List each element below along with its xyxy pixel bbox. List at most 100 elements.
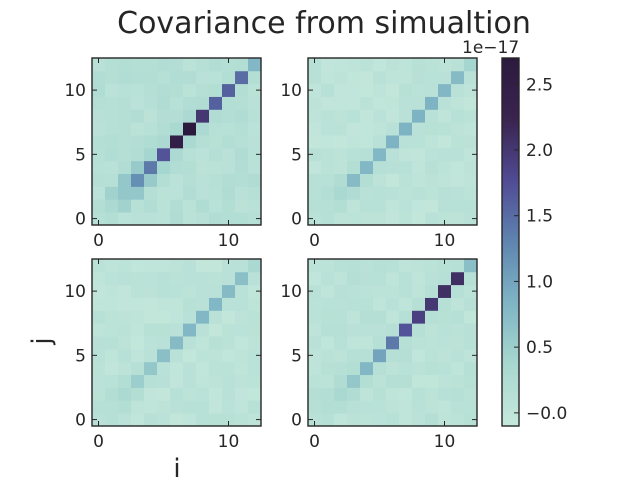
heatmap-panel-top-left: 0 10 0 5 10 <box>64 57 262 251</box>
heatmap-cell <box>386 413 400 427</box>
heatmap-cell <box>321 310 335 324</box>
heatmap-cell <box>360 323 374 337</box>
heatmap-cell <box>360 147 374 162</box>
heatmap-cell <box>347 374 361 388</box>
heatmap-cell <box>386 310 400 324</box>
heatmap-cell <box>235 374 249 388</box>
heatmap-cell <box>105 147 119 162</box>
heatmap-cell <box>373 122 387 136</box>
heatmap-cell <box>321 173 335 187</box>
heatmap-cell <box>321 212 335 226</box>
heatmap-cell <box>105 400 119 414</box>
heatmap-cell <box>438 387 452 401</box>
heatmap-cell <box>399 58 413 72</box>
heatmap-cell <box>321 96 335 110</box>
heatmap-cell <box>360 70 374 85</box>
heatmap-cell <box>438 361 452 376</box>
heatmap-cell <box>451 83 465 97</box>
heatmap-cell <box>451 160 465 175</box>
heatmap-cell <box>412 413 426 427</box>
heatmap-cell <box>157 96 171 110</box>
heatmap-cell <box>183 212 197 226</box>
heatmap-cell <box>425 122 439 136</box>
heatmap-cell <box>373 387 387 401</box>
x-tick-label: 10 <box>218 432 240 452</box>
heatmap-cell <box>334 271 348 286</box>
heatmap-cell <box>196 212 210 226</box>
heatmap-cell <box>92 374 106 388</box>
heatmap-cell <box>425 83 439 97</box>
heatmap-cell <box>157 271 171 286</box>
heatmap-cell <box>399 348 413 363</box>
heatmap-cell <box>235 83 249 97</box>
heatmap-cell <box>92 259 106 273</box>
heatmap-cell <box>334 109 348 123</box>
heatmap-cell <box>399 135 413 149</box>
heatmap-cell <box>118 259 132 273</box>
heatmap-cell <box>222 310 236 324</box>
heatmap-cell <box>373 199 387 213</box>
heatmap-cell <box>235 413 249 427</box>
heatmap-cell <box>118 109 132 123</box>
heatmap-cell <box>451 259 465 273</box>
heatmap-cell <box>399 361 413 376</box>
heatmap-cell <box>144 83 158 97</box>
heatmap-cell <box>412 186 426 200</box>
heatmap-cell <box>308 70 322 85</box>
heatmap-cell <box>248 374 262 388</box>
heatmap-cell <box>209 96 223 110</box>
heatmap-cell <box>399 83 413 97</box>
heatmap-cell <box>399 374 413 388</box>
heatmap-cell <box>438 374 452 388</box>
heatmap-cell <box>235 96 249 110</box>
heatmap-cell <box>412 109 426 123</box>
heatmap-cell <box>399 147 413 162</box>
heatmap-cell <box>248 212 262 226</box>
heatmap-cell <box>308 160 322 175</box>
heatmap-cell <box>438 147 452 162</box>
heatmap-cell <box>196 284 210 298</box>
heatmap-cell <box>144 212 158 226</box>
heatmap-cell <box>334 212 348 226</box>
heatmap-cell <box>118 58 132 72</box>
heatmap-cell <box>170 310 184 324</box>
heatmap-cell <box>321 297 335 311</box>
heatmap-cell <box>157 336 171 350</box>
heatmap-cell <box>321 413 335 427</box>
heatmap-cell <box>321 387 335 401</box>
heatmap-cell <box>308 212 322 226</box>
x-tick-label: 0 <box>309 432 320 452</box>
heatmap-cell <box>321 186 335 200</box>
heatmap-cell <box>105 259 119 273</box>
colorbar-tick-label: 0.5 <box>526 338 553 358</box>
heatmap-cell <box>209 58 223 72</box>
heatmap-cell <box>157 160 171 175</box>
heatmap-cell <box>196 348 210 363</box>
heatmap-cell <box>386 271 400 286</box>
heatmap-cell <box>157 70 171 85</box>
heatmap-cell <box>399 122 413 136</box>
heatmap-cell <box>412 284 426 298</box>
heatmap-cell <box>347 323 361 337</box>
y-tick-label: 0 <box>75 210 86 230</box>
heatmap-cell <box>196 96 210 110</box>
heatmap-cell <box>248 336 262 350</box>
heatmap-cell <box>209 400 223 414</box>
heatmap-cell <box>235 109 249 123</box>
heatmap-cell <box>451 361 465 376</box>
heatmap-cell <box>399 336 413 350</box>
heatmap-cell <box>360 361 374 376</box>
x-tick-label: 0 <box>93 432 104 452</box>
heatmap-cell <box>157 147 171 162</box>
heatmap-cell <box>347 297 361 311</box>
heatmap-cell <box>248 135 262 149</box>
heatmap-cell <box>209 374 223 388</box>
heatmap-cell <box>334 173 348 187</box>
heatmap-cell <box>360 173 374 187</box>
heatmap-cell <box>170 336 184 350</box>
heatmap-cell <box>222 160 236 175</box>
heatmap-cell <box>425 160 439 175</box>
panel-frame <box>91 258 262 427</box>
heatmap-cell <box>105 122 119 136</box>
heatmap-cell <box>235 58 249 72</box>
